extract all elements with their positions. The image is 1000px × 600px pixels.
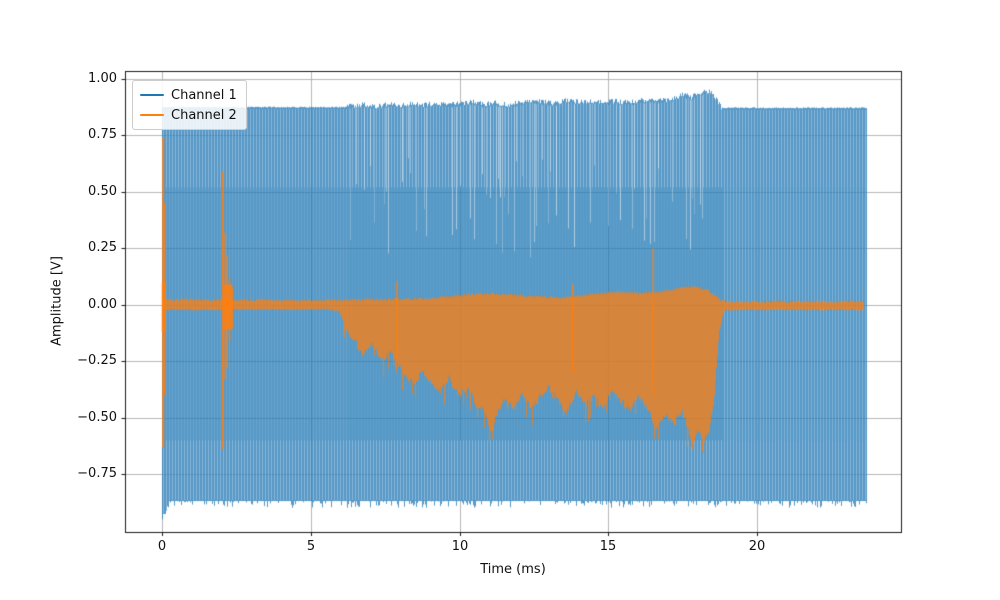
legend: Channel 1 Channel 2 bbox=[132, 80, 247, 130]
legend-entry-channel-1: Channel 1 bbox=[140, 85, 237, 105]
y-tick-label: 0.25 bbox=[88, 240, 117, 255]
y-tick-label: 0.00 bbox=[88, 297, 117, 312]
y-tick-label: 0.50 bbox=[88, 184, 117, 199]
amplitude-axis-label: Amplitude [V] bbox=[49, 256, 65, 346]
channel-1-line-swatch bbox=[140, 94, 164, 96]
x-tick-label: 5 bbox=[306, 539, 316, 554]
y-tick-label: −0.25 bbox=[77, 353, 117, 368]
legend-entry-channel-2: Channel 2 bbox=[140, 105, 237, 125]
channel-2-line-swatch bbox=[140, 114, 164, 116]
time-axis-label: Time (ms) bbox=[480, 562, 546, 577]
x-tick-label: 20 bbox=[748, 539, 766, 554]
legend-label-channel-2: Channel 2 bbox=[171, 107, 237, 123]
y-tick-label: −0.50 bbox=[77, 410, 117, 425]
x-tick-label: 15 bbox=[599, 539, 617, 554]
y-tick-label: 0.75 bbox=[88, 127, 117, 142]
y-tick-label: 1.00 bbox=[88, 71, 117, 86]
x-tick-label: 10 bbox=[451, 539, 469, 554]
y-tick-label: −0.75 bbox=[77, 466, 117, 481]
legend-label-channel-1: Channel 1 bbox=[171, 87, 237, 103]
x-tick-label: 0 bbox=[157, 539, 167, 554]
